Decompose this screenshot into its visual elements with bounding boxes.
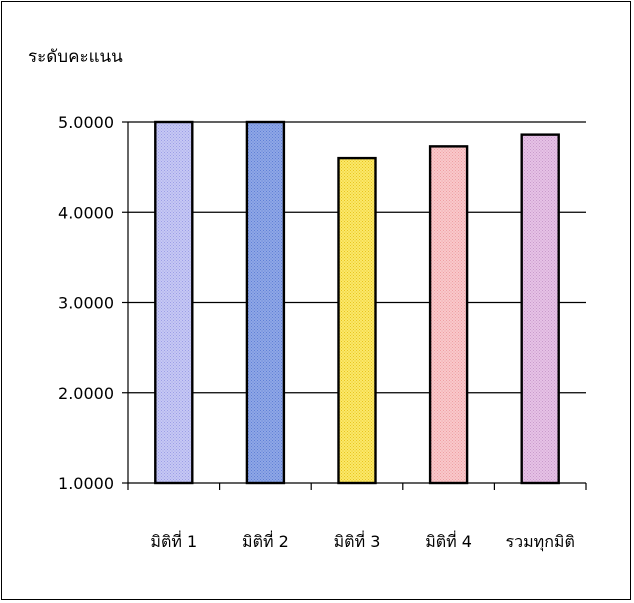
- x-tick-label: มิติที่ 1: [150, 530, 197, 551]
- y-tick-labels: 1.0000 2.0000 3.0000 4.0000 5.0000: [58, 113, 128, 493]
- y-tick-label: 3.0000: [58, 294, 114, 313]
- bar: [337, 156, 377, 485]
- x-tick-label: มิติที่ 2: [242, 530, 289, 551]
- y-tick-label: 5.0000: [58, 113, 114, 132]
- bar: [520, 133, 560, 485]
- y-axis-label: ระดับคะแนน: [28, 47, 123, 67]
- x-tick-labels: มิติที่ 1 มิติที่ 2 มิติที่ 3 มิติที่ 4 รวมท…: [127, 483, 587, 552]
- x-tick-label: รวมทุกมิติ: [506, 532, 575, 552]
- y-tick-label: 4.0000: [58, 203, 114, 222]
- y-tick-label: 2.0000: [58, 384, 114, 403]
- bar: [428, 145, 469, 485]
- y-tick-label: 1.0000: [58, 474, 114, 493]
- x-tick-label: มิติที่ 3: [334, 530, 381, 551]
- x-tick-label: มิติที่ 4: [425, 530, 472, 551]
- bar: [245, 120, 286, 485]
- bar: [154, 120, 194, 485]
